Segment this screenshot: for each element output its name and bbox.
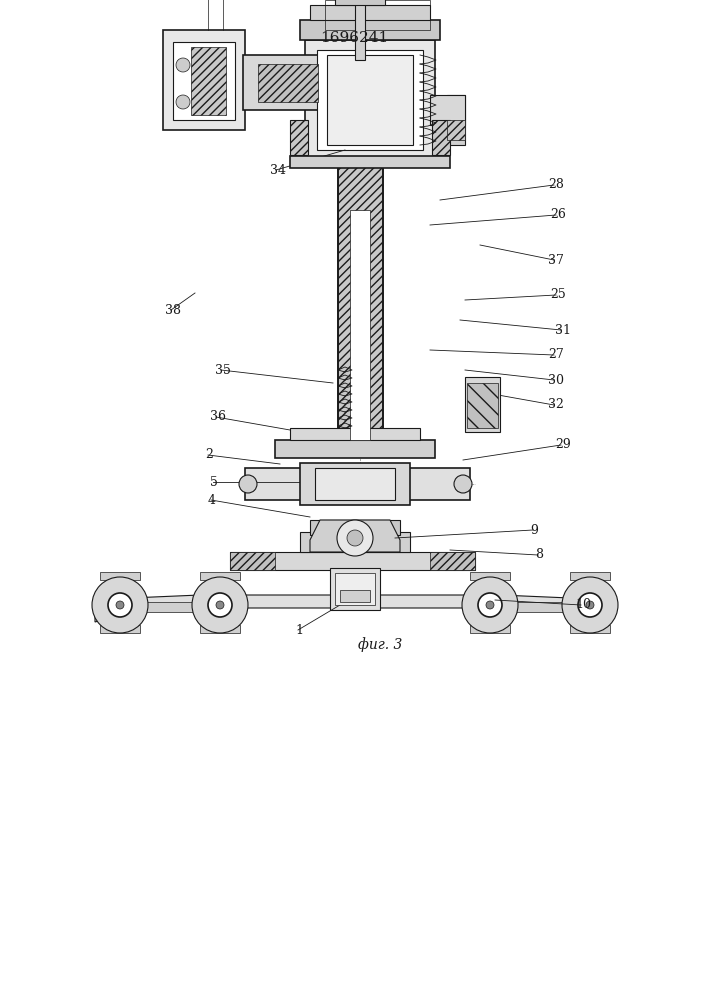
Bar <box>467 383 498 428</box>
Bar <box>490 602 590 612</box>
Bar <box>447 120 465 140</box>
Text: фиг. 3: фиг. 3 <box>358 638 402 652</box>
Text: 27: 27 <box>548 349 563 361</box>
Circle shape <box>337 520 373 556</box>
Bar <box>100 572 140 580</box>
Circle shape <box>454 475 472 493</box>
Bar <box>230 552 475 570</box>
Bar <box>130 602 220 612</box>
Circle shape <box>216 601 224 609</box>
Circle shape <box>239 475 257 493</box>
Bar <box>200 625 240 633</box>
Bar <box>430 552 475 570</box>
Text: 1696241: 1696241 <box>320 31 388 45</box>
Bar <box>335 573 375 605</box>
Text: 38: 38 <box>165 304 181 316</box>
Bar <box>432 120 450 155</box>
Text: 5: 5 <box>210 476 218 488</box>
Bar <box>300 463 410 505</box>
Text: 10: 10 <box>575 598 591 611</box>
Text: 32: 32 <box>548 398 564 412</box>
Bar <box>340 590 370 602</box>
Circle shape <box>208 593 232 617</box>
Bar <box>570 572 610 580</box>
Bar <box>330 568 380 610</box>
Bar <box>230 552 275 570</box>
Circle shape <box>586 601 594 609</box>
Bar <box>300 532 410 552</box>
Text: 9: 9 <box>530 524 538 536</box>
Circle shape <box>462 577 518 633</box>
Bar <box>243 55 338 110</box>
Circle shape <box>176 95 190 109</box>
Bar <box>310 520 400 535</box>
Circle shape <box>192 577 248 633</box>
Bar <box>447 95 465 145</box>
Bar <box>258 64 318 102</box>
Text: 28: 28 <box>548 178 564 192</box>
Bar <box>275 440 435 458</box>
Text: 35: 35 <box>215 363 231 376</box>
Text: 30: 30 <box>548 373 564 386</box>
Text: 37: 37 <box>548 253 564 266</box>
Circle shape <box>108 593 132 617</box>
Text: 29: 29 <box>555 438 571 452</box>
Bar <box>338 160 383 440</box>
Bar <box>305 40 435 160</box>
Text: 2: 2 <box>205 448 213 462</box>
Text: 1: 1 <box>295 624 303 637</box>
Bar <box>338 160 383 440</box>
Text: 4: 4 <box>208 493 216 506</box>
Text: 36: 36 <box>210 410 226 424</box>
Bar <box>430 95 465 125</box>
Bar <box>335 0 385 5</box>
Bar <box>290 428 420 440</box>
Bar <box>317 50 423 150</box>
Bar <box>200 572 240 580</box>
Circle shape <box>116 601 124 609</box>
Text: 34: 34 <box>270 163 286 176</box>
Circle shape <box>578 593 602 617</box>
Bar <box>327 55 413 145</box>
Bar <box>245 468 470 500</box>
Bar <box>350 210 370 440</box>
Bar <box>315 468 395 500</box>
Circle shape <box>92 577 148 633</box>
Text: 31: 31 <box>555 324 571 336</box>
Bar <box>191 47 226 115</box>
Polygon shape <box>310 520 400 552</box>
Bar <box>290 156 450 168</box>
Text: 25: 25 <box>550 288 566 302</box>
Bar <box>310 5 430 20</box>
Bar <box>163 30 245 130</box>
Circle shape <box>486 601 494 609</box>
Circle shape <box>562 577 618 633</box>
Circle shape <box>347 530 363 546</box>
Bar <box>470 625 510 633</box>
Bar <box>470 572 510 580</box>
Text: 8: 8 <box>535 548 543 562</box>
Text: 26: 26 <box>550 209 566 222</box>
Bar <box>290 120 308 155</box>
Bar <box>355 0 365 60</box>
Bar <box>173 42 235 120</box>
Circle shape <box>176 58 190 72</box>
Bar <box>465 377 500 432</box>
Polygon shape <box>95 595 610 622</box>
Circle shape <box>478 593 502 617</box>
Bar <box>325 0 430 30</box>
Bar <box>100 625 140 633</box>
Bar <box>300 20 440 40</box>
Bar <box>570 625 610 633</box>
